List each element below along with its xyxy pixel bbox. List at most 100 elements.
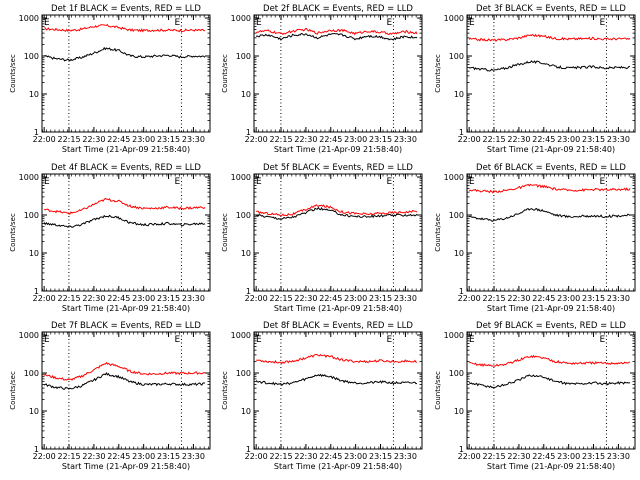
x-axis-label: Start Time (21-Apr-09 21:58:40) — [487, 145, 615, 154]
x-tick-label: 23:00 — [557, 452, 580, 461]
x-tick-label: 23:30 — [394, 135, 417, 144]
panel-title: Det 8f BLACK = Events, RED = LLD — [263, 321, 413, 331]
marker-label: E — [599, 177, 605, 187]
y-tick-label: 10 — [29, 249, 39, 258]
y-tick-label: 10 — [241, 407, 251, 416]
events-series-line — [255, 373, 418, 387]
x-axis-label: Start Time (21-Apr-09 21:58:40) — [274, 462, 402, 471]
lld-series-line — [256, 204, 418, 217]
plot-frame — [253, 14, 423, 133]
y-tick-label: 1000 — [444, 14, 464, 23]
y-tick-label: 1 — [34, 128, 39, 137]
x-tick-label: 22:30 — [294, 135, 317, 144]
x-tick-label: 23:00 — [344, 452, 367, 461]
y-tick-label: 100 — [24, 369, 39, 378]
x-tick-label: 22:45 — [532, 452, 555, 461]
marker-label: E — [386, 18, 392, 28]
marker-label: E — [386, 177, 392, 187]
panel-1: Det 1f BLACK = Events, RED = LLD 1 10 100 10… — [9, 4, 211, 154]
panel-8: Det 8f BLACK = Events, RED = LLD 1 10 100 10… — [221, 321, 423, 471]
x-tick-label: 23:00 — [344, 294, 367, 303]
x-tick-label: 22:00 — [458, 135, 481, 144]
x-tick-label: 23:30 — [394, 294, 417, 303]
y-tick-label: 10 — [454, 90, 464, 99]
panel-title: Det 9f BLACK = Events, RED = LLD — [476, 321, 626, 331]
y-tick-label: 10 — [29, 407, 39, 416]
x-tick-label: 22:30 — [294, 452, 317, 461]
plot-frame — [466, 14, 636, 133]
marker-label: E — [599, 18, 605, 28]
y-tick-label: 1000 — [231, 173, 251, 182]
x-tick-label: 23:30 — [182, 452, 205, 461]
x-tick-label: 23:30 — [607, 294, 630, 303]
x-tick-label: 22:00 — [245, 452, 268, 461]
y-tick-label: 100 — [236, 52, 251, 61]
y-axis-label: Counts/sec — [9, 54, 17, 93]
panel-7: Det 7f BLACK = Events, RED = LLD 1 10 100 10… — [9, 321, 211, 471]
x-tick-label: 23:15 — [582, 294, 605, 303]
panel-title: Det 7f BLACK = Events, RED = LLD — [51, 321, 201, 331]
x-tick-label: 22:45 — [107, 294, 130, 303]
events-series-line — [255, 32, 418, 41]
x-tick-label: 22:15 — [270, 294, 293, 303]
plot-frame — [41, 14, 211, 133]
x-tick-label: 22:30 — [82, 135, 105, 144]
panel-3: Det 3f BLACK = Events, RED = LLD 1 10 100 10… — [434, 4, 636, 154]
y-tick-label: 10 — [454, 249, 464, 258]
x-tick-label: 23:00 — [132, 294, 155, 303]
panel-title: Det 2f BLACK = Events, RED = LLD — [263, 4, 413, 14]
y-tick-label: 1000 — [231, 331, 251, 340]
x-tick-label: 22:00 — [245, 294, 268, 303]
x-tick-label: 22:45 — [107, 135, 130, 144]
y-tick-label: 100 — [449, 52, 464, 61]
y-axis-label: Counts/sec — [221, 213, 229, 252]
x-tick-label: 22:15 — [58, 452, 81, 461]
marker-label: E — [174, 18, 180, 28]
marker-label: E — [174, 177, 180, 187]
plot-frame — [41, 331, 211, 450]
y-tick-label: 1 — [459, 128, 464, 137]
x-tick-label: 22:15 — [483, 294, 506, 303]
panel-title: Det 1f BLACK = Events, RED = LLD — [51, 4, 201, 14]
y-tick-label: 1000 — [19, 14, 39, 23]
x-tick-label: 23:00 — [132, 135, 155, 144]
y-tick-label: 1 — [246, 287, 251, 296]
y-axis-label: Counts/sec — [221, 371, 229, 410]
x-tick-label: 22:30 — [507, 135, 530, 144]
panel-title: Det 3f BLACK = Events, RED = LLD — [476, 4, 626, 14]
x-tick-label: 22:30 — [507, 452, 530, 461]
x-tick-label: 23:30 — [182, 294, 205, 303]
x-tick-label: 22:45 — [532, 135, 555, 144]
panel-4: Det 4f BLACK = Events, RED = LLD 1 10 100 10… — [9, 163, 211, 313]
x-tick-label: 23:00 — [557, 294, 580, 303]
marker-label: E — [469, 18, 475, 28]
x-tick-label: 22:45 — [107, 452, 130, 461]
y-tick-label: 10 — [29, 90, 39, 99]
events-series-line — [469, 60, 631, 72]
y-tick-label: 1 — [246, 128, 251, 137]
y-tick-label: 1000 — [444, 331, 464, 340]
y-tick-label: 10 — [454, 407, 464, 416]
y-axis-label: Counts/sec — [434, 371, 442, 410]
x-axis-label: Start Time (21-Apr-09 21:58:40) — [62, 304, 190, 313]
x-tick-label: 23:15 — [369, 452, 392, 461]
lld-series-line — [468, 183, 631, 194]
marker-label: E — [469, 177, 475, 187]
events-series-line — [43, 372, 206, 390]
lld-series-line — [468, 354, 631, 367]
x-tick-label: 23:30 — [394, 452, 417, 461]
marker-label: E — [256, 335, 262, 345]
events-series-line — [468, 208, 631, 223]
x-tick-label: 23:00 — [344, 135, 367, 144]
x-axis-label: Start Time (21-Apr-09 21:58:40) — [62, 145, 190, 154]
y-tick-label: 100 — [236, 211, 251, 220]
x-tick-label: 22:45 — [319, 452, 342, 461]
x-axis-label: Start Time (21-Apr-09 21:58:40) — [487, 462, 615, 471]
y-tick-label: 1000 — [231, 14, 251, 23]
x-tick-label: 22:15 — [483, 135, 506, 144]
lld-series-line — [256, 353, 418, 365]
x-tick-label: 22:45 — [319, 135, 342, 144]
marker-label: E — [256, 18, 262, 28]
x-tick-label: 22:15 — [270, 135, 293, 144]
y-tick-label: 1 — [34, 287, 39, 296]
